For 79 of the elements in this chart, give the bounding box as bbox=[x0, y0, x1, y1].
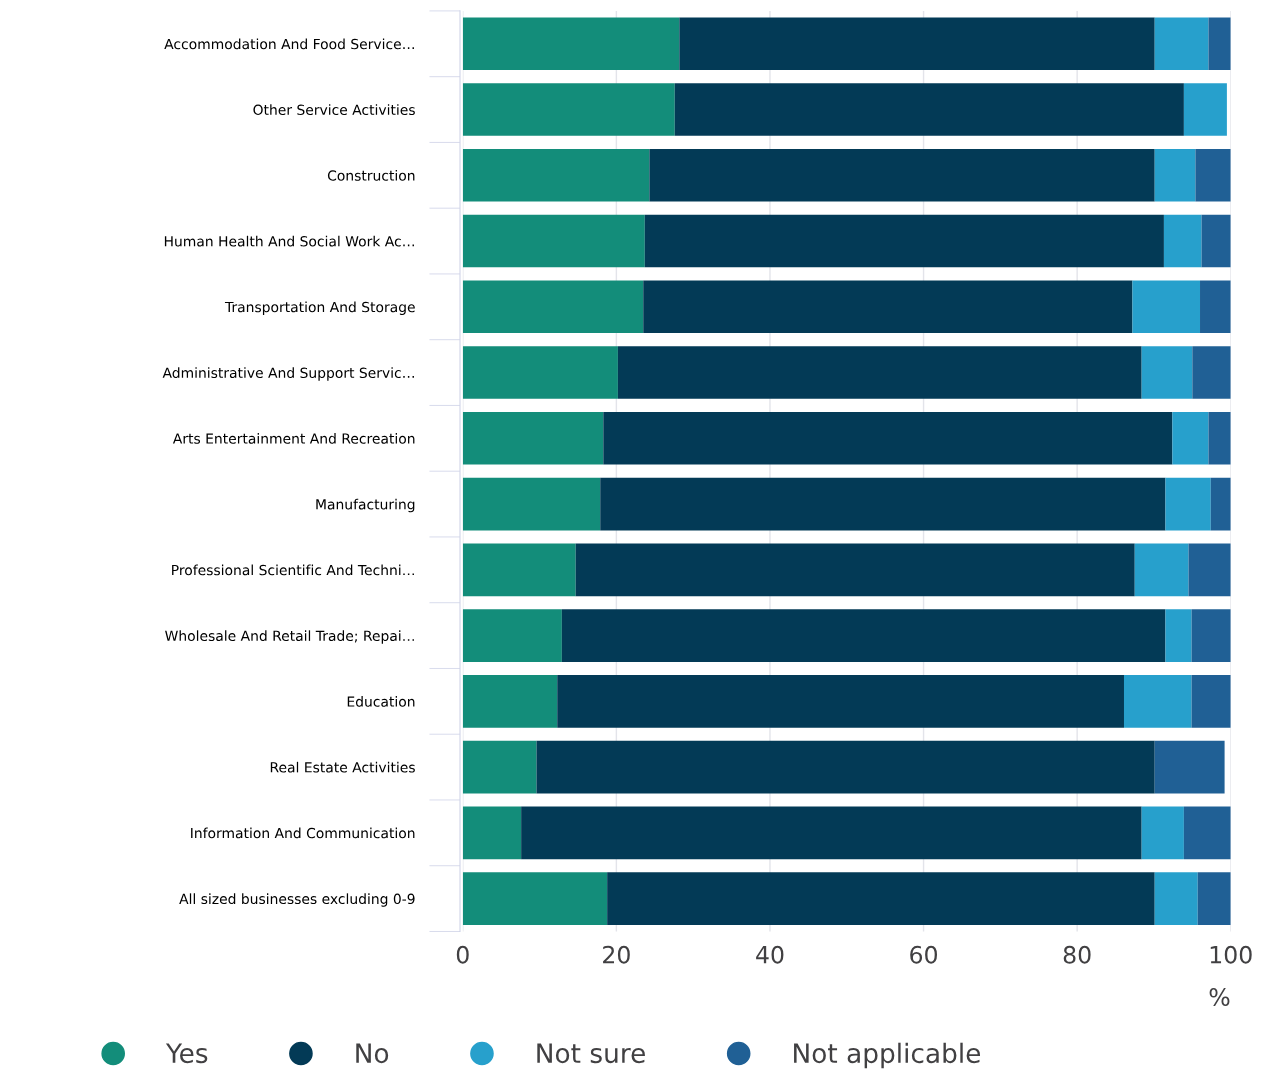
bar bbox=[1192, 346, 1231, 399]
bar bbox=[1165, 477, 1211, 531]
x-tick-label: 60 bbox=[910, 945, 938, 964]
bar bbox=[1195, 149, 1231, 202]
bar bbox=[462, 740, 537, 794]
bar bbox=[1201, 214, 1231, 268]
bar bbox=[536, 740, 1155, 794]
y-tick-label: Education bbox=[347, 696, 415, 707]
bar bbox=[1208, 412, 1231, 465]
bar bbox=[1200, 280, 1231, 334]
bar bbox=[462, 675, 558, 728]
y-tick-label: Professional Scientific And Techni… bbox=[172, 564, 414, 576]
bar bbox=[600, 477, 1166, 531]
x-tick-label: 100 bbox=[1210, 945, 1252, 964]
bar bbox=[649, 149, 1155, 202]
bar bbox=[1154, 149, 1196, 202]
bar bbox=[462, 83, 675, 136]
bar bbox=[462, 872, 608, 925]
bar bbox=[1141, 346, 1193, 399]
bar bbox=[1132, 280, 1201, 334]
y-tick-label: Other Service Activities bbox=[253, 104, 415, 116]
bar bbox=[462, 477, 601, 531]
bar bbox=[1172, 412, 1209, 465]
bar bbox=[1123, 675, 1192, 728]
y-tick-label: Construction bbox=[327, 170, 415, 181]
bar bbox=[1141, 806, 1184, 860]
bar bbox=[1183, 806, 1231, 860]
bar bbox=[462, 149, 650, 202]
x-tick-label: 0 bbox=[456, 945, 469, 964]
legend-label: No bbox=[356, 1043, 389, 1064]
bar bbox=[674, 83, 1184, 136]
bar bbox=[1191, 675, 1231, 728]
bar bbox=[557, 675, 1124, 728]
y-tick-label: Information And Communication bbox=[191, 827, 415, 839]
bar bbox=[607, 872, 1155, 925]
bar bbox=[462, 346, 618, 399]
bar bbox=[561, 609, 1166, 662]
bar bbox=[1154, 740, 1225, 794]
y-tick-label: All sized businesses excluding 0-9 bbox=[179, 893, 415, 907]
bar bbox=[462, 280, 644, 334]
x-tick-label: 40 bbox=[756, 945, 784, 964]
bar bbox=[603, 412, 1173, 465]
bar bbox=[1154, 872, 1198, 925]
bar bbox=[1154, 17, 1209, 71]
bar bbox=[462, 609, 562, 662]
y-tick-label: Administrative And Support Servic… bbox=[162, 367, 414, 381]
bar bbox=[1134, 543, 1189, 597]
bar bbox=[462, 543, 576, 597]
x-axis-title: % bbox=[1209, 988, 1230, 1006]
bar bbox=[462, 17, 680, 71]
y-tick-label: Human Health And Social Work Ac… bbox=[164, 235, 414, 247]
bar bbox=[679, 17, 1155, 71]
bar bbox=[1188, 543, 1231, 597]
legend-label: Not applicable bbox=[794, 1042, 981, 1069]
bar bbox=[462, 412, 604, 465]
bar bbox=[1191, 609, 1231, 662]
bar bbox=[1208, 17, 1231, 71]
y-tick-label: Accommodation And Food Service… bbox=[164, 38, 414, 50]
y-tick-label: Arts Entertainment And Recreation bbox=[172, 433, 415, 444]
y-tick-label: Real Estate Activities bbox=[270, 761, 415, 773]
y-tick-label: Transportation And Storage bbox=[224, 301, 415, 315]
bar bbox=[617, 346, 1142, 399]
legend-label: Not sure bbox=[537, 1043, 645, 1064]
bar bbox=[644, 214, 1164, 268]
x-tick-label: 80 bbox=[1063, 945, 1091, 964]
y-tick-label: Manufacturing bbox=[316, 498, 415, 513]
bar bbox=[575, 543, 1135, 597]
bar bbox=[1183, 83, 1227, 136]
bar bbox=[1210, 477, 1231, 531]
legend-label: Yes bbox=[165, 1043, 208, 1064]
bar bbox=[1197, 872, 1231, 925]
bar bbox=[462, 806, 522, 860]
bar bbox=[1163, 214, 1202, 268]
bar bbox=[462, 214, 645, 268]
bar bbox=[521, 806, 1142, 860]
bar bbox=[1165, 609, 1192, 662]
y-tick-label: Wholesale And Retail Trade; Repai… bbox=[165, 630, 414, 644]
bar bbox=[643, 280, 1133, 334]
x-tick-label: 20 bbox=[603, 945, 630, 964]
